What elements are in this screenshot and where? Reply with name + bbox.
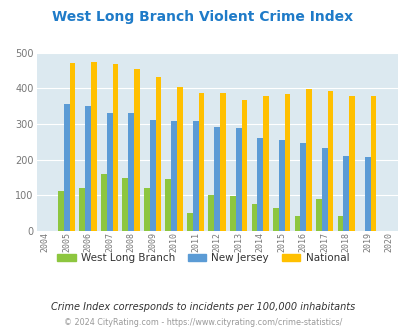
Bar — [192, 120, 198, 231]
Bar — [284, 94, 290, 231]
Bar — [198, 93, 204, 231]
Bar — [343, 156, 348, 231]
Bar — [208, 195, 214, 231]
Bar — [235, 128, 241, 231]
Bar — [370, 96, 375, 231]
Bar — [272, 208, 278, 231]
Bar — [134, 69, 140, 231]
Bar — [144, 187, 149, 231]
Legend: West Long Branch, New Jersey, National: West Long Branch, New Jersey, National — [53, 249, 352, 267]
Bar — [230, 196, 235, 231]
Bar — [69, 63, 75, 231]
Bar — [85, 106, 91, 231]
Bar — [214, 127, 220, 231]
Bar — [327, 90, 333, 231]
Bar — [241, 100, 247, 231]
Bar — [278, 140, 284, 231]
Bar — [112, 64, 118, 231]
Text: West Long Branch Violent Crime Index: West Long Branch Violent Crime Index — [52, 10, 353, 24]
Bar — [128, 114, 134, 231]
Bar — [262, 96, 268, 231]
Bar — [155, 77, 161, 231]
Bar — [149, 120, 155, 231]
Bar — [122, 178, 128, 231]
Bar — [91, 62, 97, 231]
Bar — [220, 93, 225, 231]
Bar — [171, 120, 177, 231]
Text: © 2024 CityRating.com - https://www.cityrating.com/crime-statistics/: © 2024 CityRating.com - https://www.city… — [64, 318, 341, 327]
Bar — [257, 138, 262, 231]
Bar — [165, 179, 171, 231]
Bar — [300, 143, 305, 231]
Bar — [79, 187, 85, 231]
Bar — [364, 157, 370, 231]
Bar — [64, 105, 69, 231]
Bar — [187, 213, 192, 231]
Bar — [305, 89, 311, 231]
Bar — [251, 204, 257, 231]
Bar — [321, 148, 327, 231]
Bar — [315, 199, 321, 231]
Bar — [101, 174, 107, 231]
Bar — [177, 87, 183, 231]
Text: Crime Index corresponds to incidents per 100,000 inhabitants: Crime Index corresponds to incidents per… — [51, 302, 354, 312]
Bar — [58, 191, 64, 231]
Bar — [348, 96, 354, 231]
Bar — [294, 216, 300, 231]
Bar — [337, 216, 343, 231]
Bar — [107, 114, 112, 231]
